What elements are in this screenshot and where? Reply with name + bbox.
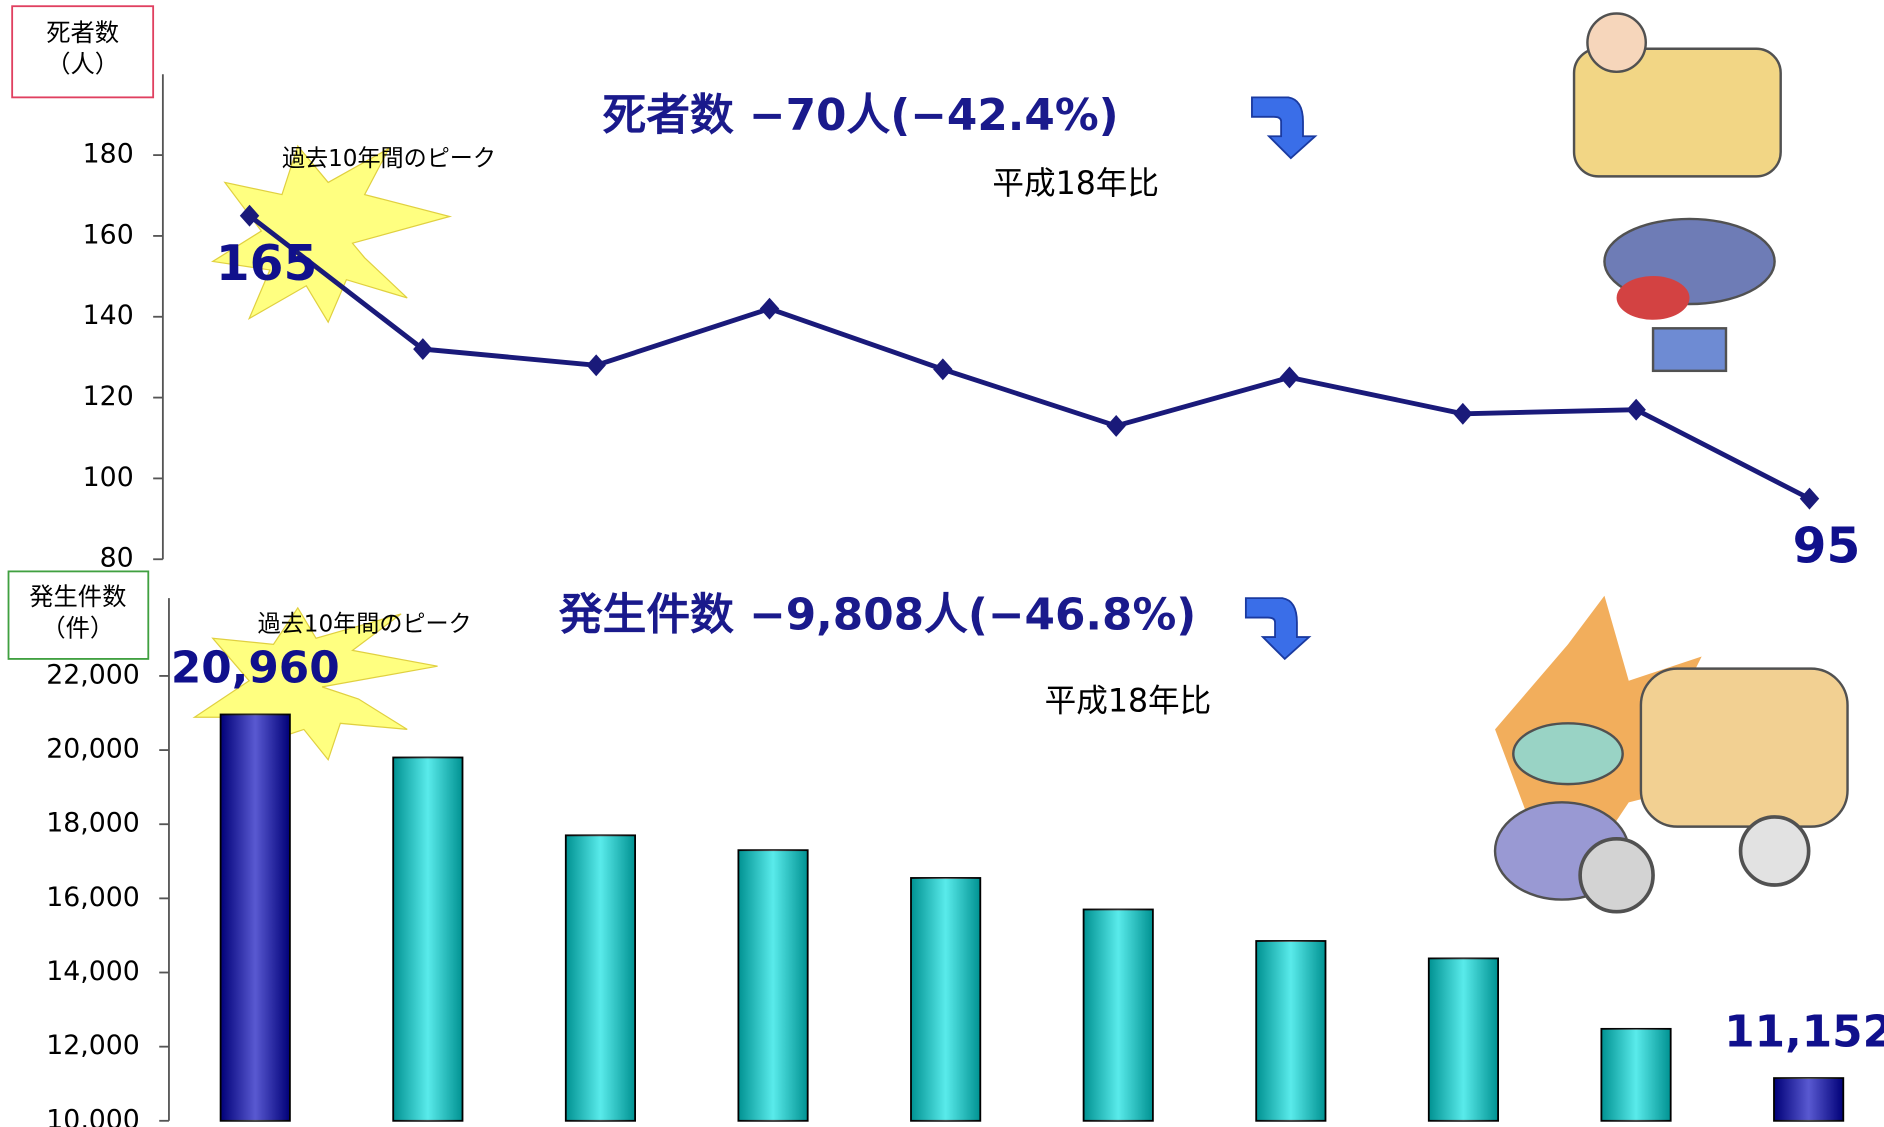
y-axis-label: （人） xyxy=(46,50,119,79)
trend-arrow xyxy=(1244,597,1312,661)
value-label: 11,152 xyxy=(1724,1006,1884,1057)
annotation: 過去10年間のピーク xyxy=(258,611,472,637)
data-line xyxy=(248,213,1811,501)
bar-shine xyxy=(565,835,636,1121)
data-point xyxy=(586,354,606,377)
y-tick-label: 20,000 xyxy=(46,734,140,765)
data-point xyxy=(1106,414,1126,437)
value-label: 95 xyxy=(1793,519,1861,575)
y-tick-label: 120 xyxy=(83,381,134,412)
y-tick-label: 180 xyxy=(83,139,134,170)
subtitle: 平成18年比 xyxy=(1045,684,1212,720)
starburst xyxy=(210,144,453,324)
trend-arrow xyxy=(1251,96,1318,160)
bar-shine xyxy=(1256,940,1326,1121)
annotation: 過去10年間のピーク xyxy=(282,146,496,172)
y-tick-label: 22,000 xyxy=(46,659,140,690)
illustration xyxy=(1493,595,1849,914)
y-tick-label: 18,000 xyxy=(46,808,140,839)
y-tick-label: 10,000 xyxy=(46,1104,140,1127)
y-tick-label: 80 xyxy=(100,543,134,574)
bar-shine xyxy=(393,757,463,1121)
y-axis-label: （件） xyxy=(41,614,114,643)
y-label-box xyxy=(11,5,155,99)
data-point xyxy=(759,297,780,320)
bar-shine xyxy=(911,877,981,1121)
y-tick-label: 14,000 xyxy=(46,956,140,987)
bar-shine xyxy=(1601,1028,1671,1121)
data-point xyxy=(1626,398,1646,421)
y-axis-label: 死者数 xyxy=(46,18,119,47)
y-axis-label: 発生件数 xyxy=(29,582,126,611)
chart-title: 発生件数 −9,808人(−46.8%) xyxy=(559,590,1196,641)
y-tick-label: 100 xyxy=(83,462,134,493)
data-point xyxy=(239,204,260,227)
value-label: 20,960 xyxy=(171,643,340,694)
y-tick-label: 12,000 xyxy=(46,1030,140,1061)
bar-shine xyxy=(1773,1078,1844,1121)
illustration xyxy=(1572,12,1782,373)
data-point xyxy=(1453,402,1473,425)
bar-shine xyxy=(738,850,808,1121)
y-tick-label: 16,000 xyxy=(46,882,140,913)
data-point xyxy=(1279,366,1300,389)
chart-title: 死者数 −70人(−42.4%) xyxy=(602,90,1118,141)
data-point xyxy=(933,358,953,381)
bar-shine xyxy=(1428,958,1499,1121)
y-tick-label: 140 xyxy=(83,300,134,331)
y-tick-label: 160 xyxy=(83,219,134,250)
value-label: 165 xyxy=(216,236,317,292)
subtitle: 平成18年比 xyxy=(992,166,1159,202)
y-label-box xyxy=(7,570,150,660)
starburst xyxy=(192,606,438,762)
bar-shine xyxy=(1083,909,1153,1121)
data-point xyxy=(1799,487,1820,510)
bar-shine xyxy=(220,714,290,1121)
